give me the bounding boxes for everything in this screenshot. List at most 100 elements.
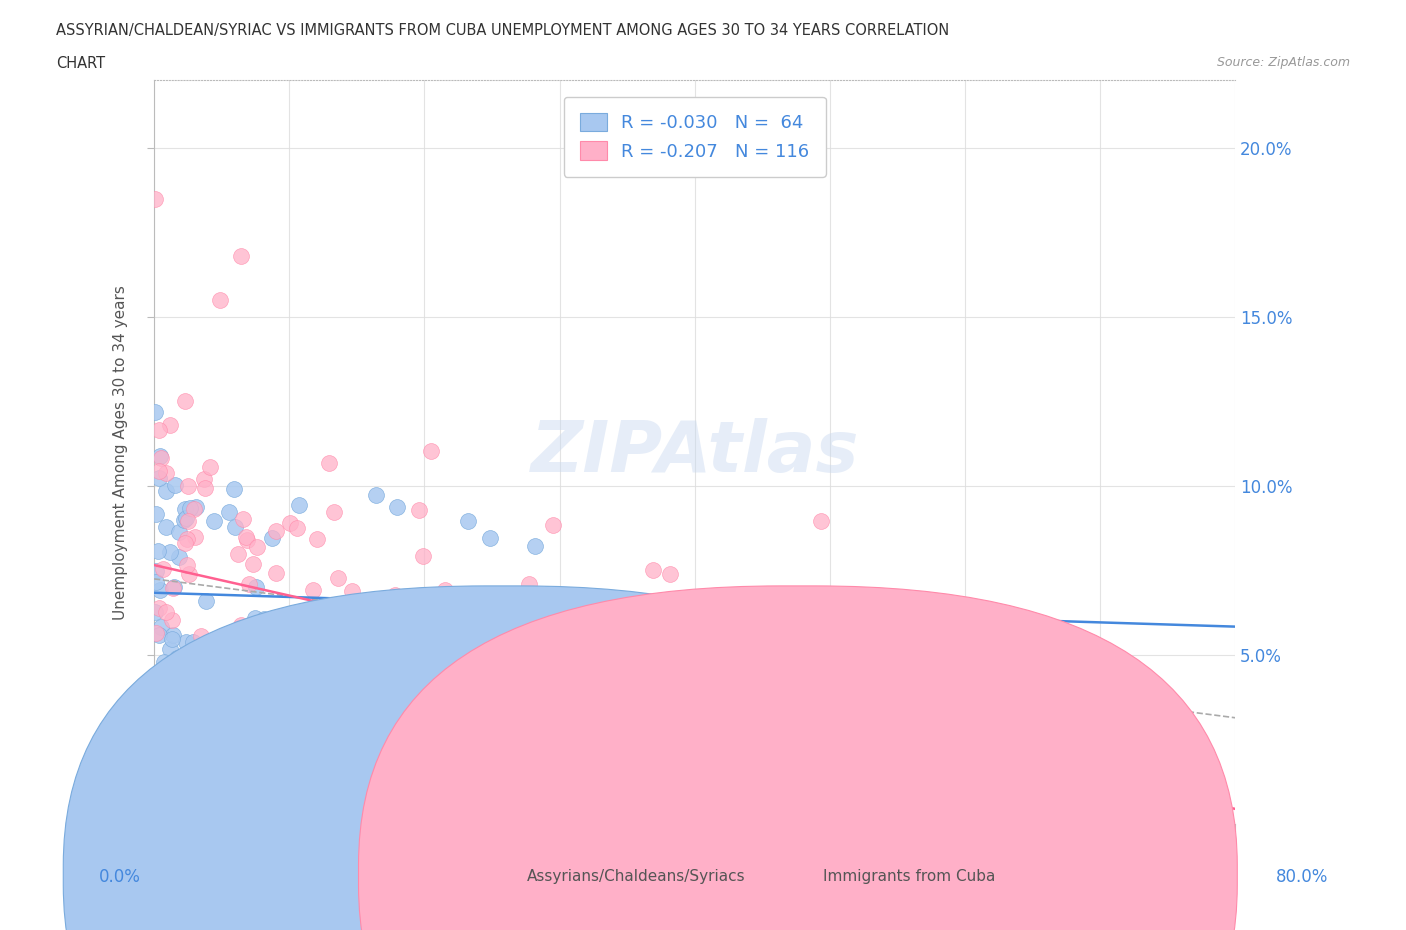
Text: 0.0%: 0.0%	[98, 868, 141, 886]
Point	[257, 721, 280, 736]
Point	[155, 519, 177, 534]
Point	[340, 583, 363, 598]
Point	[148, 600, 170, 615]
Point	[253, 612, 276, 627]
Point	[541, 700, 564, 715]
Point	[143, 405, 166, 419]
Point	[865, 751, 887, 765]
Point	[228, 620, 250, 635]
Point	[177, 513, 200, 528]
Point	[643, 562, 665, 577]
Point	[1070, 691, 1092, 706]
Point	[162, 631, 184, 646]
Point	[797, 800, 820, 815]
Text: ASSYRIAN/CHALDEAN/SYRIAC VS IMMIGRANTS FROM CUBA UNEMPLOYMENT AMONG AGES 30 TO 3: ASSYRIAN/CHALDEAN/SYRIAC VS IMMIGRANTS F…	[56, 23, 949, 38]
Point	[1053, 800, 1076, 815]
Point	[245, 579, 267, 594]
Point	[224, 520, 246, 535]
Point	[1047, 800, 1070, 815]
Point	[287, 498, 309, 512]
Point	[412, 549, 434, 564]
Point	[758, 667, 780, 682]
Point	[149, 696, 172, 711]
Point	[328, 570, 350, 585]
Point	[232, 512, 254, 526]
Legend: R = -0.030   N =  64, R = -0.207   N = 116: R = -0.030 N = 64, R = -0.207 N = 116	[564, 97, 825, 177]
Point	[238, 577, 260, 591]
Point	[149, 582, 172, 597]
Point	[457, 513, 479, 528]
Point	[900, 800, 922, 815]
Point	[516, 609, 538, 624]
Point	[783, 686, 806, 701]
Point	[291, 686, 314, 701]
Point	[949, 719, 972, 734]
Point	[370, 699, 392, 714]
Point	[231, 618, 253, 632]
Point	[198, 459, 221, 474]
Text: Immigrants from Cuba: Immigrants from Cuba	[823, 870, 995, 884]
Point	[145, 626, 167, 641]
Point	[235, 529, 257, 544]
Point	[145, 564, 167, 578]
Point	[350, 645, 373, 660]
Point	[506, 704, 529, 719]
Point	[153, 725, 176, 740]
Point	[159, 418, 181, 432]
Point	[202, 675, 225, 690]
Point	[177, 478, 200, 493]
Point	[187, 699, 209, 714]
Point	[211, 669, 233, 684]
Point	[176, 531, 198, 546]
Point	[226, 546, 249, 561]
Point	[174, 511, 197, 525]
Point	[179, 566, 201, 581]
Point	[162, 580, 184, 595]
Point	[174, 536, 197, 551]
Point	[262, 531, 284, 546]
Point	[155, 709, 177, 724]
Point	[167, 670, 190, 684]
Point	[815, 705, 838, 720]
Point	[148, 463, 170, 478]
Point	[810, 513, 832, 528]
Point	[183, 501, 205, 516]
Point	[162, 628, 184, 643]
Point	[148, 628, 170, 643]
Point	[301, 582, 323, 597]
Point	[267, 637, 290, 652]
Point	[243, 610, 266, 625]
Point	[412, 724, 434, 738]
Point	[419, 444, 441, 458]
Point	[163, 477, 186, 492]
Point	[173, 394, 195, 409]
Text: 80.0%: 80.0%	[1277, 868, 1329, 886]
Point	[536, 586, 558, 601]
Point	[190, 655, 212, 670]
Point	[198, 692, 221, 707]
Point	[472, 784, 495, 799]
Point	[246, 539, 269, 554]
Point	[222, 482, 245, 497]
Point	[155, 465, 177, 480]
Point	[389, 671, 412, 686]
Point	[190, 629, 212, 644]
Point	[179, 707, 201, 722]
Point	[801, 774, 824, 789]
Point	[155, 484, 177, 498]
Text: Assyrians/Chaldeans/Syriacs: Assyrians/Chaldeans/Syriacs	[527, 870, 745, 884]
Point	[155, 699, 177, 714]
Text: CHART: CHART	[56, 56, 105, 71]
Point	[167, 525, 190, 540]
Point	[285, 521, 308, 536]
Point	[264, 524, 287, 538]
Point	[193, 472, 215, 486]
Point	[274, 625, 297, 640]
Point	[166, 700, 188, 715]
Point	[167, 550, 190, 565]
Point	[184, 529, 207, 544]
Point	[423, 611, 446, 626]
Point	[146, 543, 169, 558]
Point	[281, 663, 304, 678]
Point	[148, 471, 170, 485]
